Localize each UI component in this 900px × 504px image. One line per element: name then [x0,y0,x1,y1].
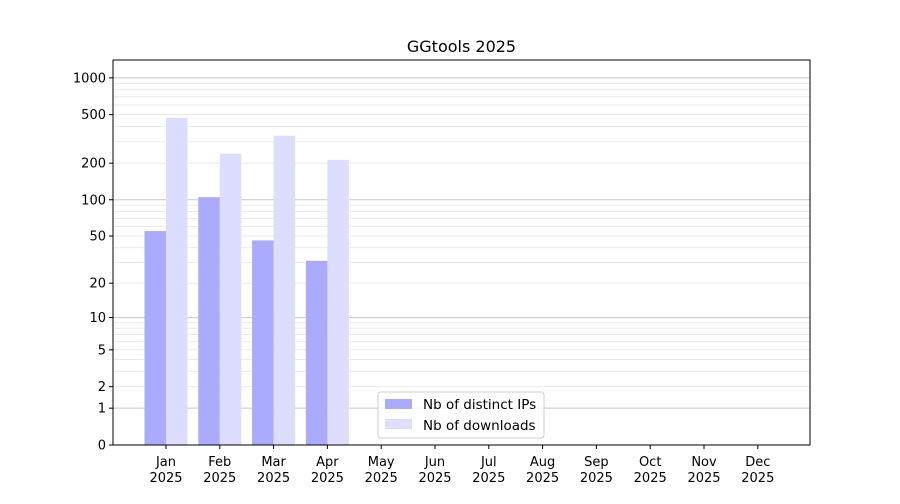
x-tick-label: Dec 2025 [741,455,774,486]
y-tick-label: 500 [81,108,106,123]
legend-label-downloads: Nb of downloads [423,418,536,434]
bar-downloads [327,159,349,445]
bar-distinct-ips [252,240,274,445]
x-tick-label: Jun 2025 [418,455,451,486]
y-axis: 0 1 2 5 10 20 50 100 200 500 1000 [73,71,113,454]
legend: Nb of distinct IPs Nb of downloads [377,391,545,439]
bar-downloads [165,117,188,445]
y-tick-label: 20 [89,277,106,292]
x-tick-label: Feb 2025 [203,455,236,486]
legend-label-ips: Nb of distinct IPs [423,397,536,413]
x-tick-label: May 2025 [365,455,398,486]
x-tick-label: Jul 2025 [472,455,505,486]
bar-downloads [219,153,242,445]
x-tick-label: Jan 2025 [149,455,182,486]
y-tick-label: 1000 [73,71,106,86]
bar-distinct-ips [144,231,166,445]
bar-distinct-ips [305,260,328,445]
y-tick-label: 200 [81,157,106,172]
chart-title: GGtools 2025 [407,37,516,56]
bars [144,117,349,445]
legend-swatch-ips [385,399,412,409]
legend-box [377,391,545,439]
x-tick-label: Nov 2025 [687,455,720,486]
y-tick-label: 0 [98,439,106,454]
legend-swatch-downloads [385,419,412,429]
y-tick-label: 100 [81,193,106,208]
x-axis: Jan 2025 Feb 2025 Mar 2025 Apr 2025 May 2025 Jun 20… [149,445,774,486]
x-tick-label: Aug 2025 [526,455,559,486]
plot-frame [112,59,811,446]
x-tick-label: Oct 2025 [634,455,667,486]
y-tick-label: 1 [98,402,106,417]
x-tick-label: Mar 2025 [257,455,290,486]
y-tick-label: 50 [89,230,106,245]
y-tick-label: 5 [98,343,106,358]
bar-distinct-ips [198,197,220,445]
x-tick-label: Apr 2025 [311,455,344,486]
y-tick-label: 2 [98,380,106,395]
bar-downloads [273,135,296,445]
x-tick-label: Sep 2025 [580,455,613,486]
y-tick-label: 10 [89,311,106,326]
